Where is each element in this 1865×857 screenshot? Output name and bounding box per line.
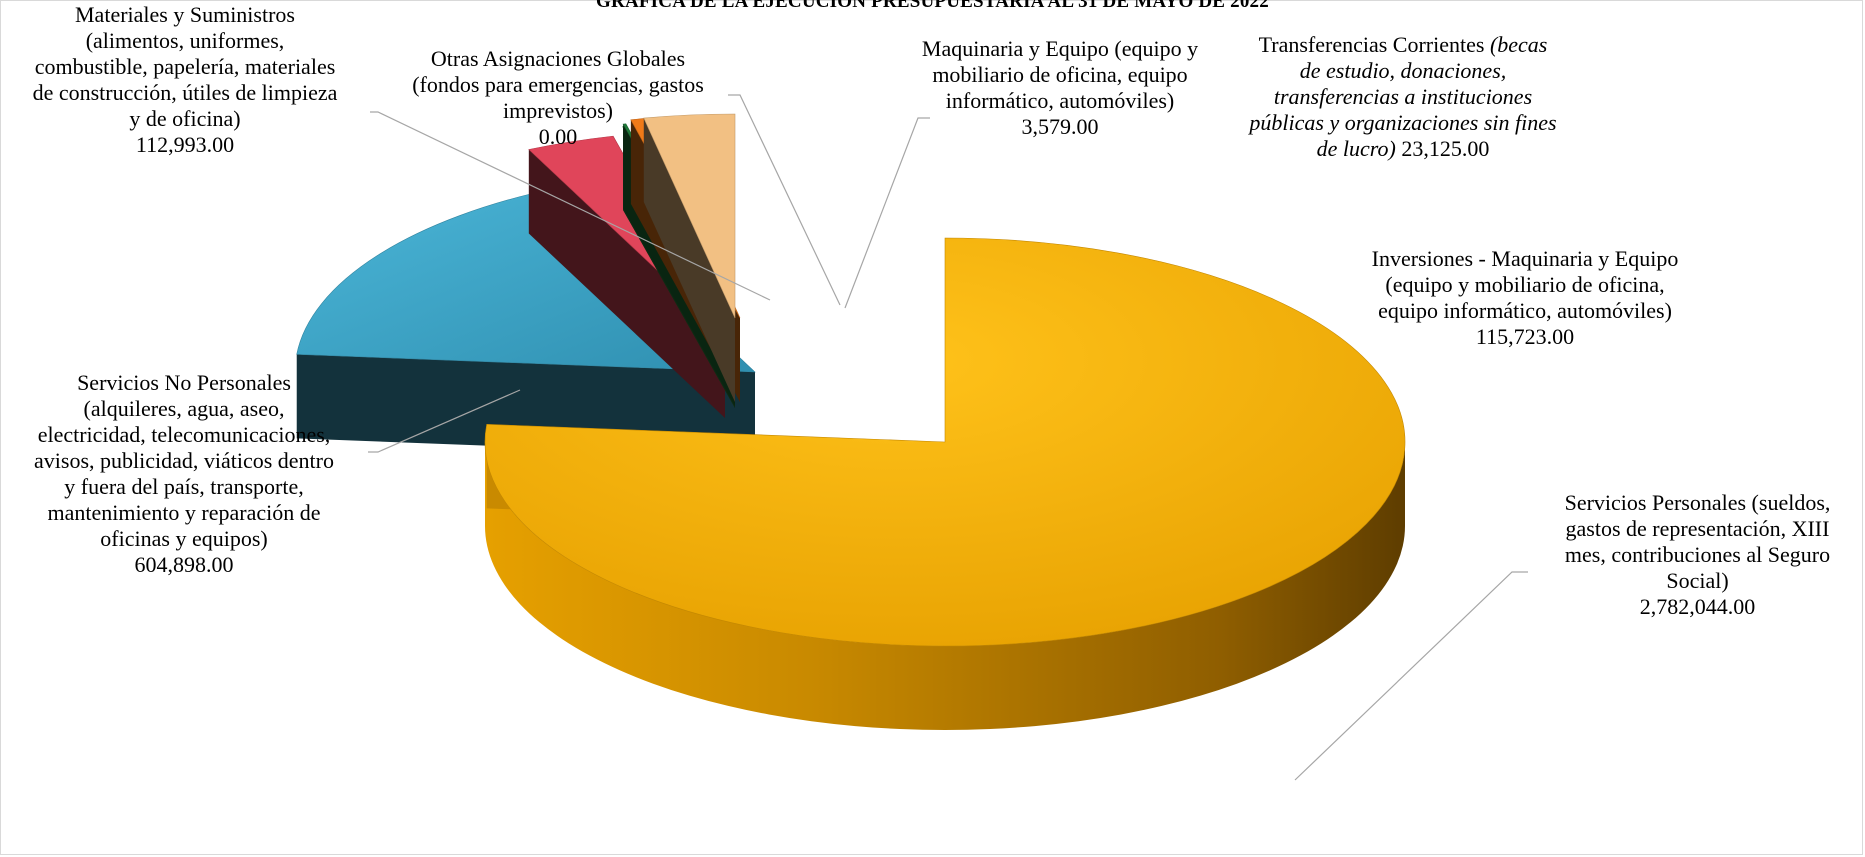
value-transferencias-corrientes: 23,125.00 <box>1401 136 1490 161</box>
slice-inversiones <box>643 113 736 319</box>
value-materiales-suministros: 112,993.00 <box>135 132 235 157</box>
slice-wall-inversiones <box>643 118 735 402</box>
label-maquinaria-equipo: Maquinaria y Equipo (equipo y mobiliario… <box>890 36 1230 140</box>
value-servicios-no-personales: 604,898.00 <box>134 552 234 577</box>
label-inversiones: Inversiones - Maquinaria y Equipo (equip… <box>1335 246 1715 350</box>
value-inversiones: 115,723.00 <box>1475 324 1575 349</box>
slice-side-servicios_personales <box>485 442 1405 730</box>
label-servicios-personales: Servicios Personales (sueldos, gastos de… <box>1530 490 1865 620</box>
chart-title: GRÁFICA DE LA EJECUCIÓN PRESUPUESTARIA A… <box>596 0 1269 12</box>
label-transferencias-corrientes: Transferencias Corrientes (becas de estu… <box>1249 32 1557 161</box>
label-servicios-no-personales: Servicios No Personales (alquileres, agu… <box>0 370 368 578</box>
leader-maquinaria <box>844 117 930 309</box>
label-materiales-suministros: Materiales y Suministros (alimentos, uni… <box>0 2 370 158</box>
slice-servicios_personales <box>484 237 1406 647</box>
slice-wall-materiales_suministros <box>528 149 725 418</box>
value-otras-asignaciones: 0.00 <box>538 124 578 149</box>
leader-no-personales <box>368 389 521 453</box>
value-maquinaria-equipo: 3,579.00 <box>1021 114 1099 139</box>
leader-materiales <box>370 111 771 301</box>
leader-otras <box>728 94 841 306</box>
label-otras-asignaciones: Otras Asignaciones Globales (fondos para… <box>388 46 728 150</box>
value-servicios-personales: 2,782,044.00 <box>1639 594 1756 619</box>
leader-personales <box>1294 571 1528 781</box>
